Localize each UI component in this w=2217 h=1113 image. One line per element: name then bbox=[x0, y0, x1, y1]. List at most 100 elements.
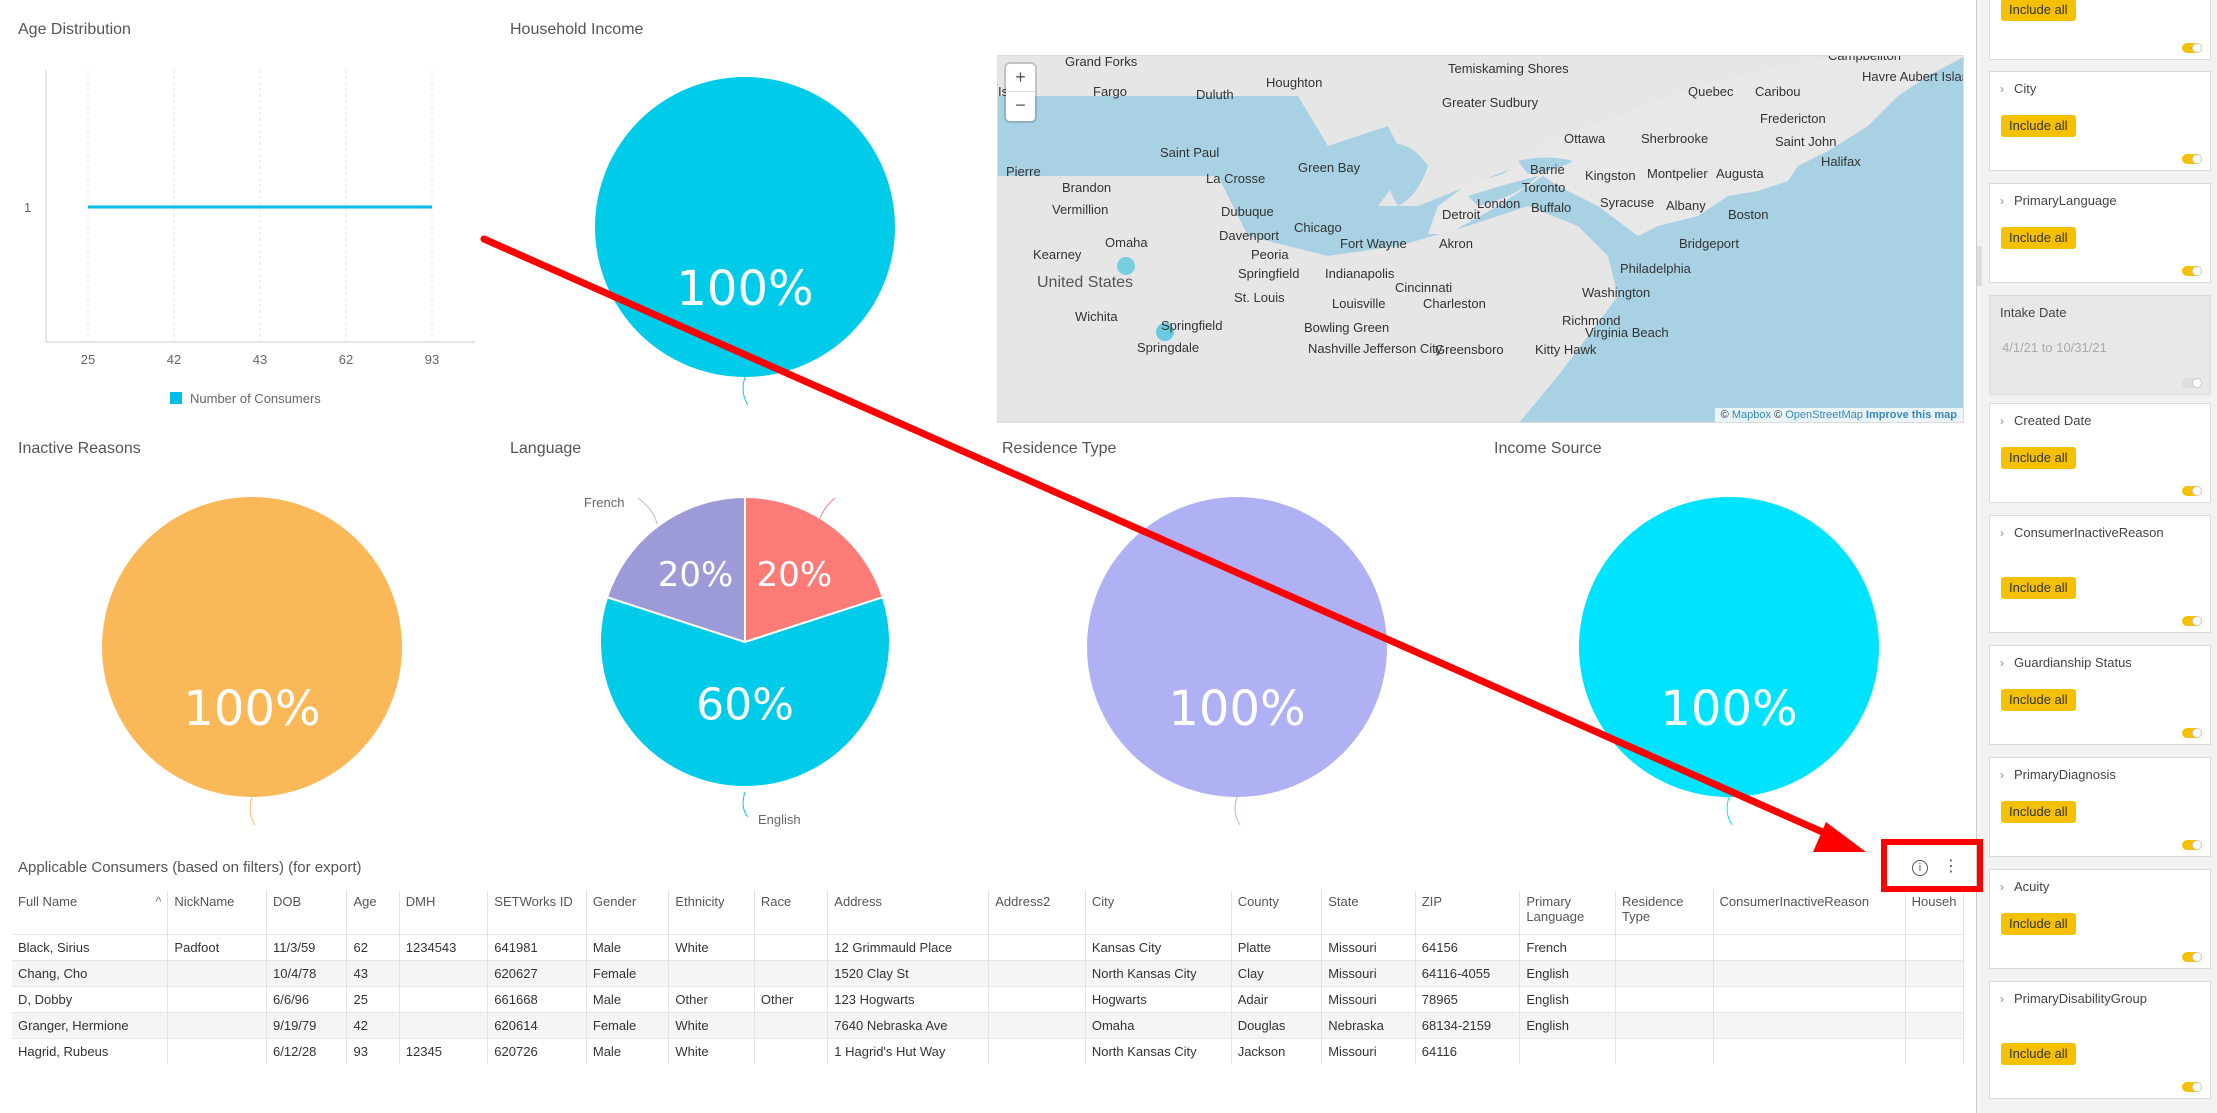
table-cell: 78965 bbox=[1415, 985, 1521, 1012]
info-icon[interactable]: i bbox=[1912, 860, 1928, 876]
column-header[interactable]: Gender bbox=[586, 890, 670, 934]
filter-card[interactable]: › Acuity Include all bbox=[1989, 869, 2211, 969]
sort-ascending-icon[interactable]: ^ bbox=[155, 894, 162, 909]
column-header[interactable]: ZIP bbox=[1415, 890, 1521, 934]
map-place-label: Vermillion bbox=[1052, 202, 1109, 217]
map-place-label: Sherbrooke bbox=[1641, 131, 1709, 146]
filter-label[interactable]: › Created Date bbox=[2000, 413, 2092, 428]
filter-toggle[interactable] bbox=[2182, 486, 2202, 496]
table-cell: North Kansas City bbox=[1085, 959, 1232, 986]
include-all-button[interactable]: Include all bbox=[2001, 801, 2076, 823]
include-all-button[interactable]: Include all bbox=[2001, 447, 2076, 469]
include-all-button[interactable]: Include all bbox=[2001, 227, 2076, 249]
filter-card[interactable]: › PrimaryDisabilityGroup Include all bbox=[1989, 981, 2211, 1099]
intake-date-toggle[interactable] bbox=[2182, 378, 2202, 388]
column-header[interactable]: Ethnicity bbox=[668, 890, 755, 934]
column-header[interactable]: NickName bbox=[167, 890, 267, 934]
column-header[interactable]: Address2 bbox=[988, 890, 1086, 934]
column-header[interactable]: Age bbox=[346, 890, 400, 934]
column-header[interactable]: Race bbox=[754, 890, 829, 934]
column-header[interactable]: Househ bbox=[1905, 890, 1965, 934]
filter-toggle[interactable] bbox=[2182, 840, 2202, 850]
mapbox-link[interactable]: Mapbox bbox=[1731, 409, 1771, 421]
column-header[interactable]: DOB bbox=[266, 890, 348, 934]
column-header[interactable]: SETWorks ID bbox=[487, 890, 587, 934]
table-cell bbox=[1905, 1037, 1965, 1064]
filter-toggle[interactable] bbox=[2182, 952, 2202, 962]
column-header[interactable]: City bbox=[1085, 890, 1232, 934]
filter-card[interactable]: › PrimaryLanguage Include all bbox=[1989, 183, 2211, 283]
filter-toggle[interactable] bbox=[2182, 728, 2202, 738]
consumer-map[interactable]: Grand Forks Fargo Duluth Houghton Temiskamin… bbox=[997, 55, 1964, 423]
filter-card[interactable]: › Created Date Include all bbox=[1989, 403, 2211, 503]
table-title: Applicable Consumers (based on filters) … bbox=[18, 859, 362, 876]
intake-date-range: 4/1/21 to 10/31/21 bbox=[2002, 340, 2107, 355]
income-source-title: Income Source bbox=[1494, 440, 1602, 457]
table-cell: 6/12/28 bbox=[266, 1037, 348, 1064]
chevron-right-icon[interactable]: › bbox=[2000, 82, 2004, 96]
filter-card[interactable]: › ConsumerInactiveReason Include all bbox=[1989, 515, 2211, 633]
zoom-in-button[interactable]: + bbox=[1006, 64, 1035, 92]
table-row[interactable]: Granger, Hermione 9/19/79 42 620614 Female Wh… bbox=[12, 1011, 1965, 1038]
filter-toggle[interactable] bbox=[2182, 616, 2202, 626]
table-cell: English bbox=[1519, 959, 1616, 986]
zoom-out-button[interactable]: − bbox=[1015, 95, 1026, 115]
filter-label[interactable]: › Acuity bbox=[2000, 879, 2050, 894]
column-header[interactable]: County bbox=[1231, 890, 1323, 934]
map-place-label: Indianapolis bbox=[1325, 266, 1395, 281]
column-header[interactable]: DMH bbox=[399, 890, 489, 934]
column-header[interactable]: ConsumerInactiveReason bbox=[1713, 890, 1906, 934]
table-row[interactable]: Hagrid, Rubeus 6/12/28 93 12345 620726 Male Wh… bbox=[12, 1037, 1965, 1064]
column-header[interactable]: Full Name ^ bbox=[12, 890, 169, 934]
sidebar-resize-handle[interactable] bbox=[1977, 246, 1982, 286]
chevron-right-icon[interactable]: › bbox=[2000, 194, 2004, 208]
chevron-right-icon[interactable]: › bbox=[2000, 526, 2004, 540]
chevron-right-icon[interactable]: › bbox=[2000, 880, 2004, 894]
age-distribution-title: Age Distribution bbox=[18, 21, 131, 38]
filter-toggle[interactable] bbox=[2182, 266, 2202, 276]
map-place-label: Fredericton bbox=[1760, 111, 1826, 126]
map-attribution: © Mapbox © OpenStreetMap Improve this ma… bbox=[1714, 408, 1963, 422]
chevron-right-icon[interactable]: › bbox=[2000, 768, 2004, 782]
filter-label[interactable]: › PrimaryDiagnosis bbox=[2000, 767, 2116, 782]
include-all-button[interactable]: Include all bbox=[2001, 913, 2076, 935]
filter-label[interactable]: › City bbox=[2000, 81, 2037, 96]
table-cell bbox=[1615, 1037, 1714, 1064]
include-all-button[interactable]: Include all bbox=[2001, 689, 2076, 711]
filter-label[interactable]: › Guardianship Status bbox=[2000, 655, 2132, 670]
table-row[interactable]: Black, Sirius Padfoot 11/3/59 62 1234543 6419… bbox=[12, 933, 1965, 960]
chevron-right-icon[interactable]: › bbox=[2000, 992, 2004, 1006]
include-all-button[interactable]: Include all bbox=[2001, 577, 2076, 599]
column-header[interactable]: Primary Language bbox=[1519, 890, 1616, 934]
filter-toggle[interactable] bbox=[2182, 43, 2202, 53]
chevron-right-icon[interactable]: › bbox=[2000, 414, 2004, 428]
improve-map-link[interactable]: Improve this map bbox=[1865, 409, 1957, 421]
include-all-button[interactable]: Include all bbox=[2001, 1043, 2076, 1065]
filter-toggle[interactable] bbox=[2182, 1082, 2202, 1092]
filter-card[interactable]: › Guardianship Status Include all bbox=[1989, 645, 2211, 745]
filter-card[interactable]: › PrimaryDiagnosis Include all bbox=[1989, 757, 2211, 857]
filter-label[interactable]: › PrimaryDisabilityGroup bbox=[2000, 991, 2147, 1006]
openstreetmap-link[interactable]: OpenStreetMap bbox=[1785, 409, 1863, 421]
more-options-icon[interactable]: ⋮ bbox=[1943, 858, 1959, 875]
table-row[interactable]: Chang, Cho 10/4/78 43 620627 Female 1520 Clay… bbox=[12, 959, 1965, 986]
table-cell: 42 bbox=[346, 1011, 400, 1038]
include-all-button[interactable]: Include all bbox=[2001, 0, 2076, 21]
intake-date-filter[interactable]: Intake Date 4/1/21 to 10/31/21 bbox=[1989, 295, 2211, 395]
column-header[interactable]: State bbox=[1321, 890, 1416, 934]
table-cell: 64156 bbox=[1415, 933, 1521, 960]
include-all-button[interactable]: Include all bbox=[2001, 115, 2076, 137]
pie-slice bbox=[1579, 497, 1879, 797]
map-place-label: La Crosse bbox=[1206, 171, 1266, 186]
map-place-label: Brandon bbox=[1062, 180, 1112, 195]
chevron-right-icon[interactable]: › bbox=[2000, 656, 2004, 670]
filter-label[interactable]: › PrimaryLanguage bbox=[2000, 193, 2117, 208]
table-cell: 64116 bbox=[1415, 1037, 1521, 1064]
column-header[interactable]: Residence Type bbox=[1615, 890, 1714, 934]
filter-label[interactable]: › ConsumerInactiveReason bbox=[2000, 525, 2164, 540]
filter-toggle[interactable] bbox=[2182, 154, 2202, 164]
table-row[interactable]: D, Dobby 6/6/96 25 661668 Male Other Other 123 … bbox=[12, 985, 1965, 1012]
filter-card[interactable]: › City Include all bbox=[1989, 71, 2211, 171]
filter-card[interactable]: Include all bbox=[1989, 0, 2211, 60]
column-header[interactable]: Address bbox=[827, 890, 990, 934]
